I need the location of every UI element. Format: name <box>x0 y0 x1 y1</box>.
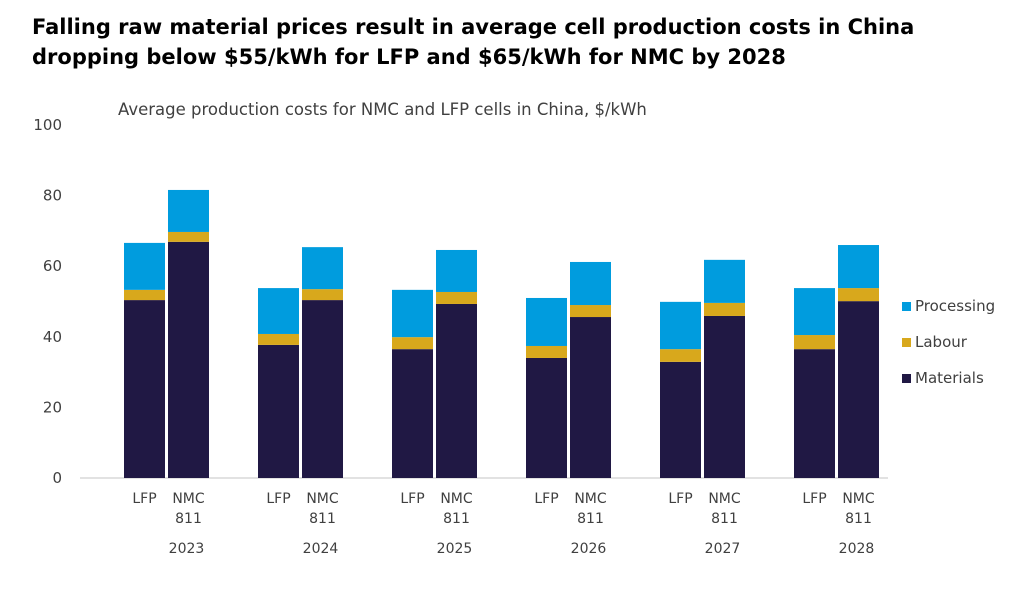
x-tick-label: LFP <box>132 491 156 507</box>
x-tick-label: LFP <box>534 491 558 507</box>
legend-swatch-materials <box>902 374 911 383</box>
bar-segment-materials <box>838 301 879 478</box>
bar-segment-labour <box>660 349 701 362</box>
y-tick-label: 60 <box>43 257 62 275</box>
x-tick-sublabel: 811 <box>577 511 604 527</box>
x-tick-sublabel: 811 <box>309 511 336 527</box>
x-tick-label: NMC <box>172 491 205 507</box>
x-tick-label: LFP <box>266 491 290 507</box>
bar-segment-labour <box>124 289 165 301</box>
x-tick-label: NMC <box>842 491 875 507</box>
bar-segment-processing <box>302 247 343 290</box>
bar-segment-labour <box>838 288 879 302</box>
bar-segment-labour <box>392 337 433 350</box>
bar-segment-processing <box>660 301 701 350</box>
bar-segment-labour <box>302 289 343 301</box>
bar-segment-materials <box>392 349 433 478</box>
bar-segment-processing <box>570 261 611 306</box>
x-group-label: 2027 <box>705 541 741 557</box>
bar-segment-materials <box>436 303 477 478</box>
y-tick-label: 20 <box>43 398 62 416</box>
bar-segment-processing <box>124 242 165 290</box>
bar-segment-processing <box>258 288 299 334</box>
bar-segment-processing <box>392 289 433 338</box>
bar-segment-materials <box>526 357 567 478</box>
bar-segment-processing <box>794 288 835 336</box>
x-group-label: 2023 <box>169 541 205 557</box>
bar-segment-materials <box>570 317 611 478</box>
x-tick-label: LFP <box>802 491 826 507</box>
bar-segment-labour <box>168 231 209 242</box>
legend-swatch-labour <box>902 338 911 347</box>
bar-segment-materials <box>660 361 701 478</box>
y-tick-label: 0 <box>52 469 62 487</box>
x-tick-label: LFP <box>400 491 424 507</box>
x-tick-sublabel: 811 <box>711 511 738 527</box>
x-tick-sublabel: 811 <box>845 511 872 527</box>
bar-segment-labour <box>570 305 611 318</box>
x-tick-label: NMC <box>708 491 741 507</box>
y-tick-label: 40 <box>43 328 62 346</box>
bar-segment-labour <box>704 302 745 316</box>
bar-segment-processing <box>526 297 567 346</box>
bar-segment-labour <box>526 345 567 358</box>
bar-segment-materials <box>258 344 299 478</box>
legend-swatch-processing <box>902 302 911 311</box>
y-tick-label: 80 <box>43 187 62 205</box>
legend-label-labour: Labour <box>915 333 968 351</box>
x-group-label: 2026 <box>571 541 607 557</box>
x-tick-label: NMC <box>440 491 473 507</box>
bar-segment-processing <box>704 259 745 303</box>
bar-segment-materials <box>704 315 745 478</box>
bar-segment-processing <box>168 189 209 232</box>
bar-segment-materials <box>124 300 165 478</box>
x-tick-label: NMC <box>306 491 339 507</box>
bar-segment-processing <box>436 249 477 292</box>
legend-label-processing: Processing <box>915 297 995 315</box>
bar-segment-materials <box>794 349 835 478</box>
bar-segment-labour <box>436 291 477 304</box>
x-tick-sublabel: 811 <box>443 511 470 527</box>
x-group-label: 2028 <box>839 541 875 557</box>
x-tick-label: LFP <box>668 491 692 507</box>
x-tick-sublabel: 811 <box>175 511 202 527</box>
bar-segment-labour <box>794 335 835 350</box>
bar-segment-processing <box>838 245 879 289</box>
y-tick-label: 100 <box>33 116 62 134</box>
headline: Falling raw material prices result in av… <box>32 15 915 69</box>
bar-segment-labour <box>258 333 299 345</box>
chart-title: Average production costs for NMC and LFP… <box>118 100 647 119</box>
x-group-label: 2025 <box>437 541 473 557</box>
legend-label-materials: Materials <box>915 369 984 387</box>
x-tick-label: NMC <box>574 491 607 507</box>
bar-segment-materials <box>168 241 209 478</box>
bar-segment-materials <box>302 300 343 478</box>
x-group-label: 2024 <box>303 541 339 557</box>
